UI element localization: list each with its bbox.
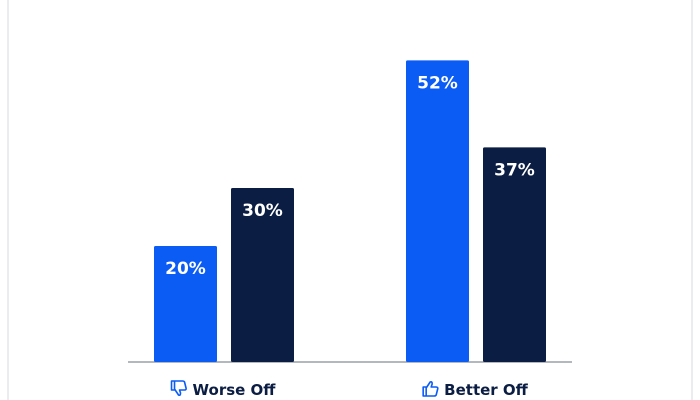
icon-shape: [170, 380, 187, 397]
category-label: Better Off: [444, 381, 528, 399]
bar: [483, 147, 546, 362]
thumbs-up-icon: [422, 380, 439, 397]
bar: [406, 60, 469, 363]
value-label: 37%: [494, 160, 535, 180]
bar: [231, 188, 294, 362]
icon-shape: [422, 380, 439, 397]
value-label: 20%: [165, 259, 206, 279]
card: [7, 0, 693, 400]
value-label: 30%: [242, 201, 283, 221]
value-label: 52%: [417, 73, 458, 93]
thumbs-down-icon: [170, 380, 187, 397]
bar: [154, 246, 217, 362]
category-label: Worse Off: [193, 381, 277, 399]
